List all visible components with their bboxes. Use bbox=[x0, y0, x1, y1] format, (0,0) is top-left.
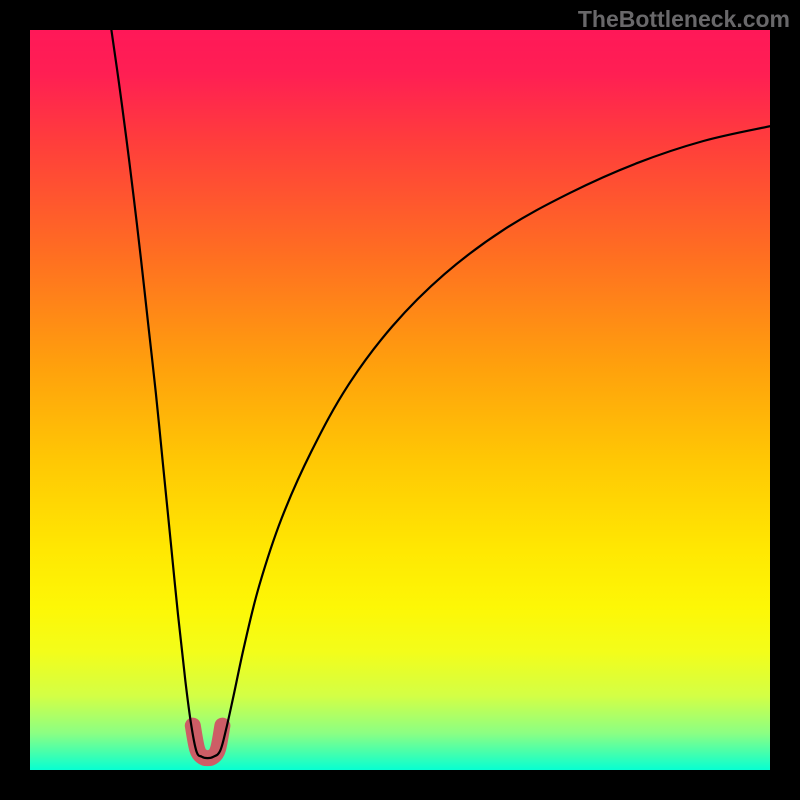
bottleneck-curve-chart bbox=[0, 0, 800, 800]
plot-gradient-background bbox=[30, 30, 770, 770]
watermark-text: TheBottleneck.com bbox=[578, 6, 790, 33]
chart-stage: TheBottleneck.com bbox=[0, 0, 800, 800]
